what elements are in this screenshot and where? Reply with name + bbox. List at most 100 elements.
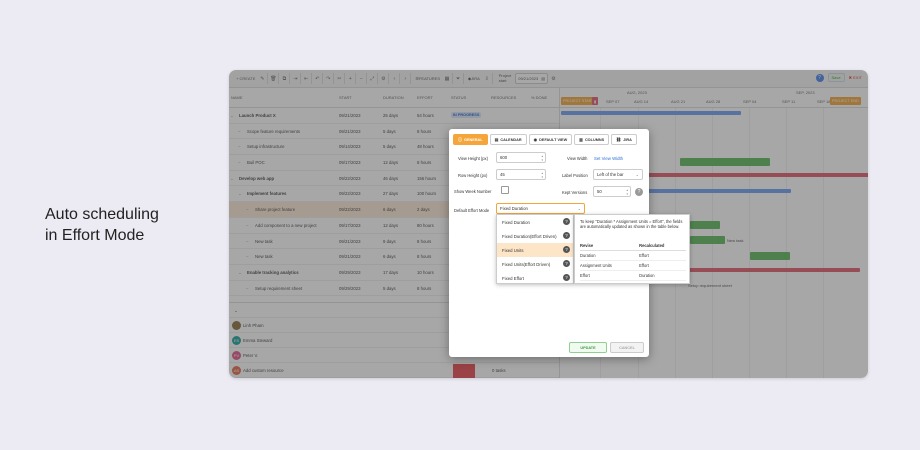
zoom-in-icon[interactable]: + xyxy=(345,73,357,84)
resource-row[interactable]: Linh Pham xyxy=(229,318,559,333)
task-start[interactable]: 09/21/2023 xyxy=(339,254,361,260)
table-row[interactable]: ⌄ Develop web app 09/22/2023 46 days 156 hou… xyxy=(229,171,559,187)
table-row[interactable]: ⌄ Implement features 09/22/2023 27 days 100 … xyxy=(229,186,559,203)
effort-mode-select[interactable]: Fixed Duration ⌄ xyxy=(496,203,585,214)
task-name[interactable]: Setup requirement sheet xyxy=(255,285,303,291)
task-start[interactable]: 09/17/2023 xyxy=(339,160,361,166)
status-badge[interactable]: IN PROGRESS xyxy=(451,112,482,118)
task-effort[interactable]: 8 hours xyxy=(417,160,432,166)
task-duration[interactable]: 46 days xyxy=(383,175,399,181)
task-duration[interactable]: 27 days xyxy=(383,191,399,197)
label-position-select[interactable]: Left of the bar ⌄ xyxy=(593,169,643,180)
collapse-icon[interactable]: ⌄ xyxy=(234,308,238,313)
task-name[interactable]: New task xyxy=(255,238,273,244)
resource-name[interactable]: Emma Steward xyxy=(243,338,273,343)
task-start[interactable]: 09/21/2023 xyxy=(339,128,361,134)
task-name[interactable]: Implement features xyxy=(247,191,287,197)
create-button[interactable]: + CREATE xyxy=(236,76,256,81)
task-duration[interactable]: 5 days xyxy=(383,144,396,150)
question-icon[interactable]: ? xyxy=(563,274,570,281)
col-score[interactable]: % DONE xyxy=(531,95,548,100)
task-start[interactable]: 09/21/2023 xyxy=(339,113,361,118)
summary-bar[interactable] xyxy=(561,173,868,177)
col-start[interactable]: START xyxy=(339,95,352,100)
outdent-icon[interactable]: ⇤ xyxy=(301,73,313,84)
task-start[interactable]: 09/22/2023 xyxy=(339,175,361,181)
task-effort[interactable]: 8 hours xyxy=(417,254,432,260)
delete-icon[interactable]: 🗑 xyxy=(268,73,280,84)
tab-jira[interactable]: ⛓ JIRA xyxy=(611,134,637,145)
task-name[interactable]: Enable tracking analytics xyxy=(247,269,299,275)
expand-icon[interactable]: ⌄ xyxy=(238,269,242,275)
prev-icon[interactable]: ‹ xyxy=(389,73,401,84)
task-name[interactable]: Share project feature xyxy=(255,207,296,213)
row-height-input[interactable]: 45 ▴ ▾ xyxy=(496,169,546,180)
task-start[interactable]: 09/17/2023 xyxy=(339,222,361,228)
col-duration[interactable]: DURATION xyxy=(383,95,404,100)
task-bar[interactable] xyxy=(750,252,790,260)
task-duration[interactable]: 5 days xyxy=(383,285,396,291)
task-name[interactable]: Setup infrastructure xyxy=(247,144,285,150)
task-effort[interactable]: 8 hours xyxy=(417,238,432,244)
task-effort[interactable]: 10 hours xyxy=(417,269,434,275)
export-icon[interactable]: ⇩ xyxy=(482,73,493,84)
tab-calendar[interactable]: ▤ CALENDAR xyxy=(489,134,527,145)
task-name[interactable]: Scope feature requirements xyxy=(247,128,301,134)
expand-icon[interactable]: ⌄ xyxy=(230,113,234,118)
resource-row[interactable]: PV Peter V. xyxy=(229,348,559,363)
stepper-icon[interactable]: ▴ ▾ xyxy=(541,171,543,179)
show-week-checkbox[interactable] xyxy=(501,186,509,194)
task-effort[interactable]: 54 hours xyxy=(417,113,434,118)
dropdown-option[interactable]: Fixed Duration? xyxy=(497,215,573,229)
expand-icon[interactable]: ⌄ xyxy=(238,191,242,197)
tab-default-view[interactable]: ◉ DEFAULT VIEW xyxy=(528,134,573,145)
task-name[interactable]: Buil POC xyxy=(247,160,265,166)
resource-name[interactable]: Linh Pham xyxy=(243,323,264,328)
task-start[interactable]: 09/29/2023 xyxy=(339,285,361,291)
tab-columns[interactable]: ▥ COLUMNS xyxy=(574,134,610,145)
col-effort[interactable]: EFFORT xyxy=(417,95,433,100)
question-icon[interactable]: ? xyxy=(563,246,570,253)
help-icon[interactable]: ? xyxy=(815,73,824,82)
task-name[interactable]: Launch Product X xyxy=(239,113,276,118)
cut-icon[interactable]: ✂ xyxy=(334,73,346,84)
task-start[interactable]: 09/22/2023 xyxy=(339,191,361,197)
task-duration[interactable]: 12 days xyxy=(383,222,399,228)
exit-button[interactable]: ✖ EXIT xyxy=(848,75,862,80)
layout-icon[interactable]: ▦ xyxy=(442,73,454,84)
task-name[interactable]: New task xyxy=(255,254,273,260)
task-name[interactable]: Develop web app xyxy=(239,175,275,181)
redo-icon[interactable]: ↷ xyxy=(323,73,335,84)
question-icon[interactable]: ? xyxy=(563,232,570,239)
project-settings-icon[interactable]: ⚙ xyxy=(551,75,556,82)
edit-icon[interactable]: ✎ xyxy=(257,73,269,84)
project-start-date-input[interactable]: 09/21/2023 ▤ xyxy=(515,73,549,84)
table-row[interactable]: ⌄ Launch Product X 09/21/2023 25 days 54 hou… xyxy=(229,108,559,124)
settings-icon[interactable]: ⚙ xyxy=(378,73,390,84)
table-row[interactable]: ⌄ Enable tracking analytics 09/29/2023 17 d… xyxy=(229,265,559,281)
question-icon[interactable]: ? xyxy=(563,260,570,267)
next-icon[interactable]: › xyxy=(400,73,412,84)
stepper-icon[interactable]: ▴ ▾ xyxy=(626,188,628,196)
dropdown-option[interactable]: Fixed Units? xyxy=(497,243,573,257)
task-bar[interactable] xyxy=(690,221,720,229)
undo-icon[interactable]: ↶ xyxy=(312,73,324,84)
task-start[interactable]: 09/14/2023 xyxy=(339,144,361,150)
stepper-icon[interactable]: ▴ ▾ xyxy=(541,154,543,162)
kept-versions-input[interactable]: 50 ▴ ▾ xyxy=(593,186,631,197)
dropdown-option[interactable]: Fixed Units(Effort Driven)? xyxy=(497,257,573,271)
save-button[interactable]: Save xyxy=(827,73,845,82)
indent-icon[interactable]: ⇥ xyxy=(290,73,302,84)
task-duration[interactable]: 6 days xyxy=(383,207,396,213)
jira-menu[interactable]: ◆ JIRA xyxy=(468,76,480,81)
fit-icon[interactable]: ⤢ xyxy=(367,73,379,84)
task-effort[interactable]: 8 hours xyxy=(417,128,432,134)
task-duration[interactable]: 12 days xyxy=(383,160,399,166)
update-button[interactable]: UPDATE xyxy=(569,342,607,353)
task-start[interactable]: 09/21/2023 xyxy=(339,238,361,244)
table-row[interactable]: – Add component to a new project 09/17/202… xyxy=(229,218,559,234)
task-effort[interactable]: 156 hours xyxy=(417,175,437,181)
filter-icon[interactable]: ⏷ xyxy=(453,73,465,84)
task-duration[interactable]: 17 days xyxy=(383,269,399,275)
task-effort[interactable]: 8 hours xyxy=(417,285,432,291)
